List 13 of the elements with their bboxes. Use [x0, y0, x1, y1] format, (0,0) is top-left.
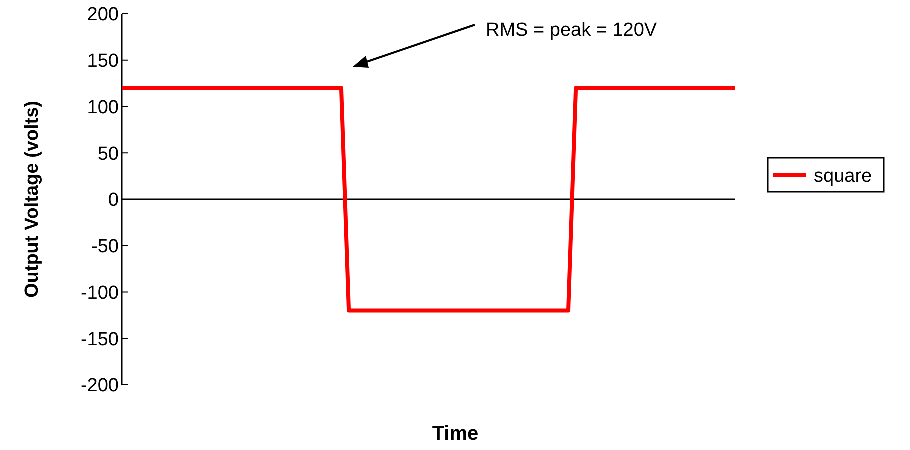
- y-tick-label: 200: [87, 4, 119, 26]
- y-tick-label: 50: [98, 144, 119, 165]
- y-tick-label: -100: [80, 282, 119, 304]
- legend-label: square: [814, 166, 872, 187]
- y-tick-label: -150: [80, 329, 119, 350]
- y-tick-label: 0: [108, 190, 119, 212]
- y-tick-label: -200: [80, 376, 119, 397]
- y-tick-label: 100: [87, 97, 119, 118]
- y-tick-label: -50: [92, 236, 119, 258]
- y-axis-title: Output Voltage (volts): [22, 100, 43, 298]
- y-tick-label: 150: [87, 51, 119, 72]
- annotation: RMS = peak = 120V: [486, 20, 658, 41]
- x-axis-title: Time: [432, 423, 479, 445]
